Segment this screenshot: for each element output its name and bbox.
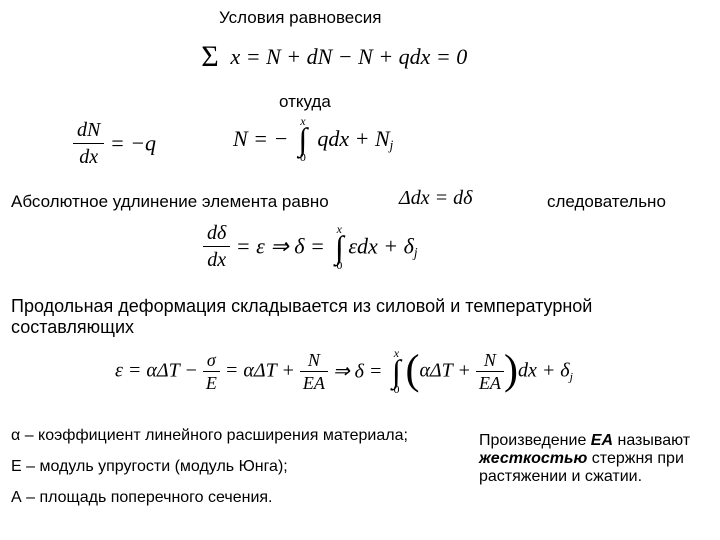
eq5-mid: = ε ⇒ δ = [230,234,330,259]
equation-N: N = − x ∫ 0 qdx + Nj [233,115,393,163]
equation-sum-body: x = N + dN − N + qdx = 0 [231,44,468,69]
legend-A: А – площадь поперечного сечения. [11,489,273,507]
eq2-rhs: = −q [104,131,156,156]
sigma-symbol: Σ [195,42,225,72]
note-stiffness-word: жесткостью [479,450,587,467]
eq6-c: ⇒ δ = [328,361,388,383]
eq5-body: εdx + δ [348,234,414,259]
integral-3: x ∫ 0 [387,347,405,395]
eq6-a: ε = αΔT − [115,360,203,382]
eq6-inner-a: αΔT + [419,360,476,382]
equation-delta: Δdx = dδ [399,187,472,210]
equation-dndx: dN dx = −q [73,118,156,169]
frac-dndx: dN dx [73,118,104,169]
frac-NEA-2: N EA [476,350,504,393]
heading-equilibrium: Условия равновесия [219,8,381,28]
eq6-d: dx + δ [518,360,570,382]
eq6-b: = αΔT + [220,360,300,382]
frac-sigmaE: σ E [203,350,220,393]
note-part-1: Произведение [479,432,591,449]
text-longitudinal: Продольная деформация складывается из си… [11,296,691,338]
note-part-2: называют [613,432,690,449]
frac-ddeltadx: dδ dx [203,221,230,272]
frac-NEA-1: N EA [300,350,328,393]
note-EA: EA [591,432,613,449]
eq3-lhs: N = − [233,126,288,151]
equation-full-strain: ε = αΔT − σ E = αΔT + N EA ⇒ δ = x ∫ 0 (… [115,347,573,395]
legend-alpha: α – коэффициент линейного расширения мат… [11,427,408,445]
text-therefore: следовательно [547,192,666,212]
text-abs-elongation: Абсолютное удлинение элемента равно [11,192,329,212]
equation-epsilon: dδ dx = ε ⇒ δ = x ∫ 0 εdx + δj [203,221,418,272]
equation-sum: Σ x = N + dN − N + qdx = 0 [195,42,467,72]
integral-1: x ∫ 0 [294,115,312,163]
note-stiffness: Произведение EA называют жесткостью стер… [479,432,709,486]
legend-E: E – модуль упругости (модуль Юнга); [11,458,288,476]
eq3-body: qdx + N [317,126,389,151]
text-whence: откуда [279,92,331,112]
integral-2: x ∫ 0 [330,223,348,271]
